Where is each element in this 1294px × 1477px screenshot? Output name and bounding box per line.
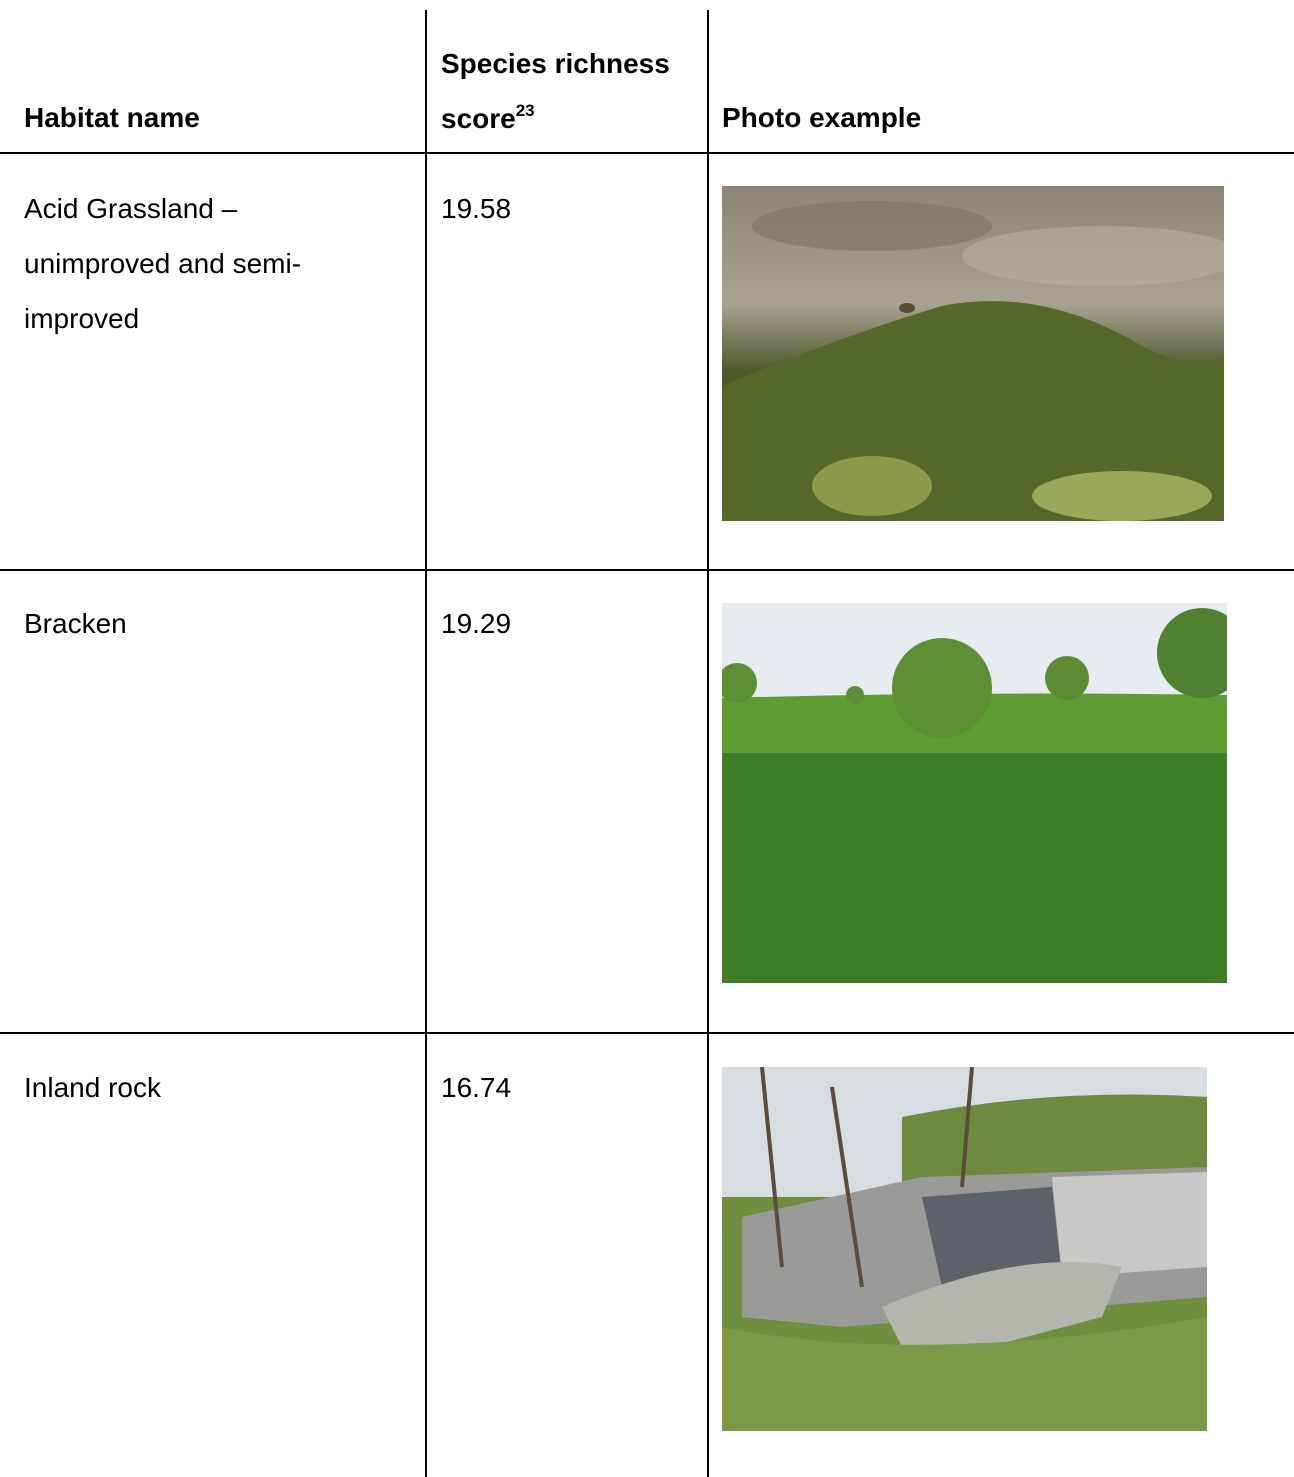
habitat-name: Acid Grassland – unimproved and semi-imp… [24,181,364,346]
score: 16.74 [441,1060,511,1115]
header-photo: Photo example [722,90,921,145]
score: 19.58 [441,181,511,236]
header-name: Habitat name [24,90,200,145]
column-divider [425,10,427,1477]
header-score: Species richness score23 [441,36,681,146]
footnote-ref: 23 [516,101,535,120]
column-divider [707,10,709,1477]
row-divider [0,1032,1294,1034]
row-divider [0,569,1294,571]
habitat-name: Bracken [24,596,127,651]
photo [722,186,1224,521]
row-divider [0,152,1294,154]
page: {"header": {"name": "Habitat name", "sco… [0,0,1294,1477]
header-score-text: Species richness score [441,48,670,134]
photo [722,1067,1207,1431]
photo [722,603,1227,983]
habitat-name: Inland rock [24,1060,161,1115]
score: 19.29 [441,596,511,651]
